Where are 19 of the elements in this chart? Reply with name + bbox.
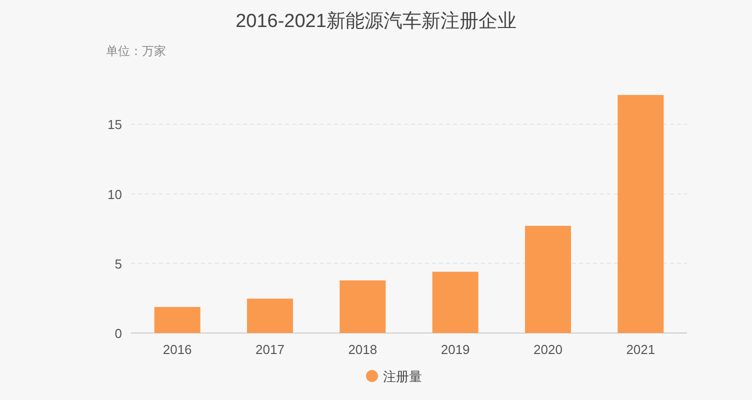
bar	[154, 306, 200, 333]
x-tick-label: 2016	[162, 342, 192, 357]
x-tick-label: 2017	[256, 342, 284, 357]
bar	[340, 280, 386, 333]
bar	[247, 298, 293, 333]
y-tick-label: 10	[108, 186, 122, 202]
x-tick-label: 2018	[348, 342, 378, 357]
chart-subtitle: 单位：万家	[106, 44, 166, 58]
chart-title: 2016-2021新能源汽车新注册企业	[236, 10, 516, 32]
x-tick-label: 2020	[534, 342, 562, 357]
bar	[525, 226, 571, 333]
y-tick-label: 5	[114, 256, 122, 272]
x-tick-label: 2021	[626, 342, 656, 357]
bar	[432, 272, 478, 333]
bar	[618, 95, 664, 333]
x-tick-label: 2019	[440, 342, 470, 357]
legend-label: 注册量	[383, 369, 422, 384]
y-tick-label: 0	[114, 326, 122, 341]
y-tick-label: 15	[108, 117, 122, 132]
